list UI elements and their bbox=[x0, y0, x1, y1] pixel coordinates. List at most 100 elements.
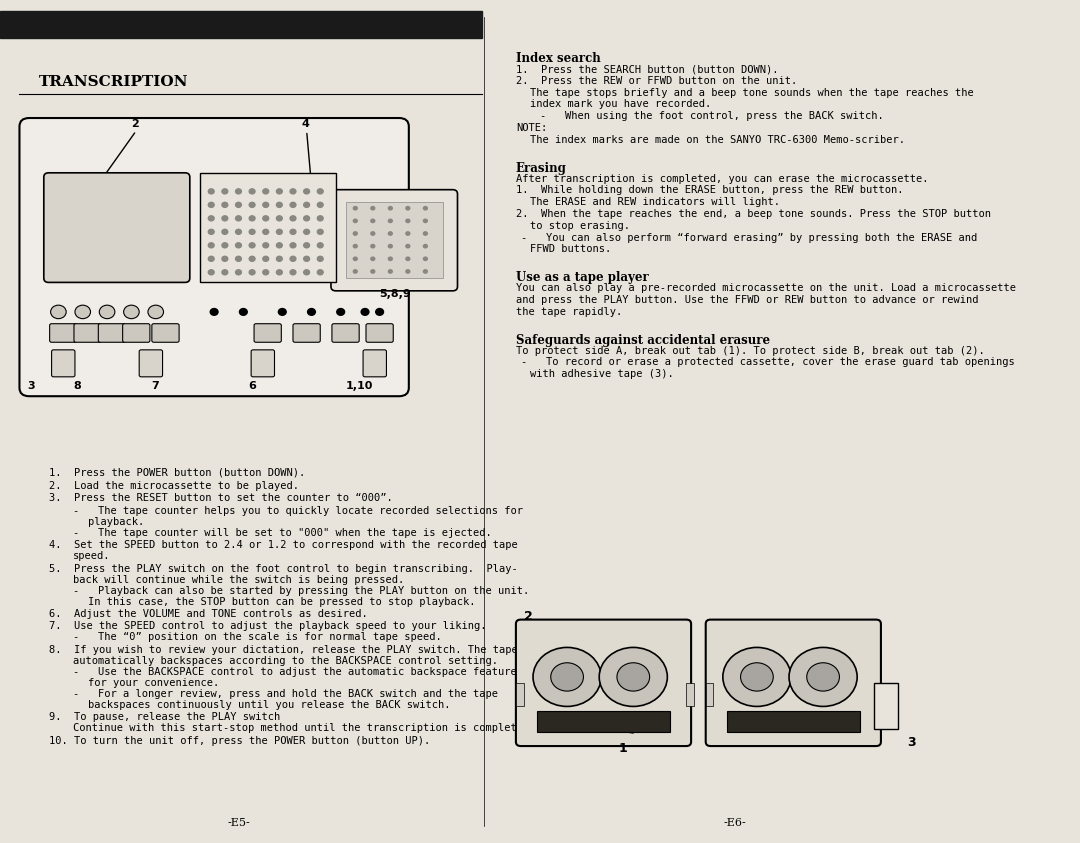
Text: -   You can also perform “forward erasing” by pressing both the ERASE and: - You can also perform “forward erasing”… bbox=[521, 233, 977, 243]
FancyBboxPatch shape bbox=[98, 324, 125, 342]
Circle shape bbox=[235, 216, 242, 221]
Text: 2.  When the tape reaches the end, a beep tone sounds. Press the STOP button: 2. When the tape reaches the end, a beep… bbox=[516, 209, 990, 219]
Circle shape bbox=[276, 216, 282, 221]
Text: 3: 3 bbox=[907, 736, 916, 749]
Text: 10. To turn the unit off, press the POWER button (button UP).: 10. To turn the unit off, press the POWE… bbox=[49, 736, 430, 746]
Circle shape bbox=[249, 202, 255, 207]
Text: 2.  Load the microcassette to be played.: 2. Load the microcassette to be played. bbox=[49, 481, 299, 491]
FancyBboxPatch shape bbox=[19, 118, 409, 396]
Circle shape bbox=[221, 256, 228, 261]
Circle shape bbox=[406, 257, 409, 260]
Text: -   For a longer review, press and hold the BACK switch and the tape: - For a longer review, press and hold th… bbox=[73, 689, 498, 699]
FancyBboxPatch shape bbox=[52, 350, 75, 377]
Circle shape bbox=[423, 257, 428, 260]
Circle shape bbox=[276, 202, 282, 207]
Circle shape bbox=[51, 305, 66, 319]
FancyBboxPatch shape bbox=[73, 324, 102, 342]
Text: automatically backspaces according to the BACKSPACE control setting.: automatically backspaces according to th… bbox=[73, 656, 498, 666]
Circle shape bbox=[370, 207, 375, 210]
Text: Erasing: Erasing bbox=[516, 162, 567, 175]
Circle shape bbox=[741, 663, 773, 691]
Circle shape bbox=[318, 256, 323, 261]
Circle shape bbox=[291, 229, 296, 234]
Circle shape bbox=[303, 256, 310, 261]
Bar bbox=[727, 711, 860, 733]
Circle shape bbox=[723, 647, 791, 706]
Circle shape bbox=[389, 244, 392, 248]
Circle shape bbox=[807, 663, 839, 691]
Circle shape bbox=[276, 243, 282, 248]
Text: -   The tape counter helps you to quickly locate recorded selections for: - The tape counter helps you to quickly … bbox=[73, 506, 523, 516]
Circle shape bbox=[291, 256, 296, 261]
Circle shape bbox=[551, 663, 583, 691]
Bar bbox=[686, 683, 694, 706]
Circle shape bbox=[303, 243, 310, 248]
Circle shape bbox=[353, 232, 357, 235]
Text: 5.  Press the PLAY switch on the foot control to begin transcribing.  Play-: 5. Press the PLAY switch on the foot con… bbox=[49, 564, 517, 574]
Circle shape bbox=[303, 202, 310, 207]
Text: 2.  Press the REW or FFWD button on the unit.: 2. Press the REW or FFWD button on the u… bbox=[516, 76, 797, 86]
Circle shape bbox=[123, 305, 139, 319]
Circle shape bbox=[370, 232, 375, 235]
Text: 8.  If you wish to review your dictation, release the PLAY switch. The tape: 8. If you wish to review your dictation,… bbox=[49, 645, 517, 655]
Circle shape bbox=[389, 219, 392, 223]
Circle shape bbox=[389, 207, 392, 210]
Text: and press the PLAY button. Use the FFWD or REW button to advance or rewind: and press the PLAY button. Use the FFWD … bbox=[516, 295, 978, 305]
Circle shape bbox=[291, 189, 296, 194]
Circle shape bbox=[249, 243, 255, 248]
Circle shape bbox=[208, 189, 214, 194]
Text: 4.  Set the SPEED button to 2.4 or 1.2 to correspond with the recorded tape: 4. Set the SPEED button to 2.4 or 1.2 to… bbox=[49, 540, 517, 550]
Circle shape bbox=[370, 257, 375, 260]
Circle shape bbox=[221, 202, 228, 207]
Text: 4: 4 bbox=[301, 120, 310, 129]
FancyBboxPatch shape bbox=[50, 324, 77, 342]
Circle shape bbox=[406, 219, 409, 223]
Circle shape bbox=[389, 270, 392, 273]
Circle shape bbox=[262, 243, 269, 248]
Text: backspaces continuously until you release the BACK switch.: backspaces continuously until you releas… bbox=[87, 700, 450, 710]
Circle shape bbox=[353, 244, 357, 248]
Text: FFWD buttons.: FFWD buttons. bbox=[530, 244, 611, 255]
Circle shape bbox=[148, 305, 163, 319]
Text: 1.  Press the POWER button (button DOWN).: 1. Press the POWER button (button DOWN). bbox=[49, 468, 305, 478]
Circle shape bbox=[208, 202, 214, 207]
Bar bbox=[705, 683, 714, 706]
Circle shape bbox=[221, 189, 228, 194]
Circle shape bbox=[235, 270, 242, 275]
Circle shape bbox=[318, 229, 323, 234]
Circle shape bbox=[235, 243, 242, 248]
FancyBboxPatch shape bbox=[330, 190, 458, 291]
Circle shape bbox=[249, 270, 255, 275]
Bar bbox=[516, 683, 524, 706]
Circle shape bbox=[221, 243, 228, 248]
Circle shape bbox=[279, 309, 286, 315]
Text: Use as a tape player: Use as a tape player bbox=[516, 271, 649, 284]
Circle shape bbox=[389, 257, 392, 260]
Circle shape bbox=[376, 309, 383, 315]
Circle shape bbox=[262, 270, 269, 275]
FancyBboxPatch shape bbox=[516, 620, 691, 746]
Circle shape bbox=[303, 229, 310, 234]
Text: 5,8,9: 5,8,9 bbox=[380, 289, 411, 298]
Text: The tape stops briefly and a beep tone sounds when the tape reaches the: The tape stops briefly and a beep tone s… bbox=[530, 88, 974, 98]
FancyBboxPatch shape bbox=[123, 324, 150, 342]
Circle shape bbox=[235, 229, 242, 234]
FancyBboxPatch shape bbox=[252, 350, 274, 377]
Circle shape bbox=[208, 229, 214, 234]
FancyBboxPatch shape bbox=[152, 324, 179, 342]
FancyBboxPatch shape bbox=[366, 324, 393, 342]
Circle shape bbox=[262, 202, 269, 207]
Circle shape bbox=[262, 216, 269, 221]
Circle shape bbox=[318, 202, 323, 207]
Text: 7.  Use the SPEED control to adjust the playback speed to your liking.: 7. Use the SPEED control to adjust the p… bbox=[49, 621, 486, 631]
FancyBboxPatch shape bbox=[139, 350, 163, 377]
Text: for your convenience.: for your convenience. bbox=[87, 678, 219, 688]
Text: 8: 8 bbox=[73, 382, 81, 391]
Circle shape bbox=[221, 216, 228, 221]
Text: the tape rapidly.: the tape rapidly. bbox=[516, 307, 622, 317]
Circle shape bbox=[276, 256, 282, 261]
Circle shape bbox=[291, 243, 296, 248]
Text: playback.: playback. bbox=[87, 517, 144, 527]
Circle shape bbox=[423, 232, 428, 235]
Circle shape bbox=[406, 270, 409, 273]
